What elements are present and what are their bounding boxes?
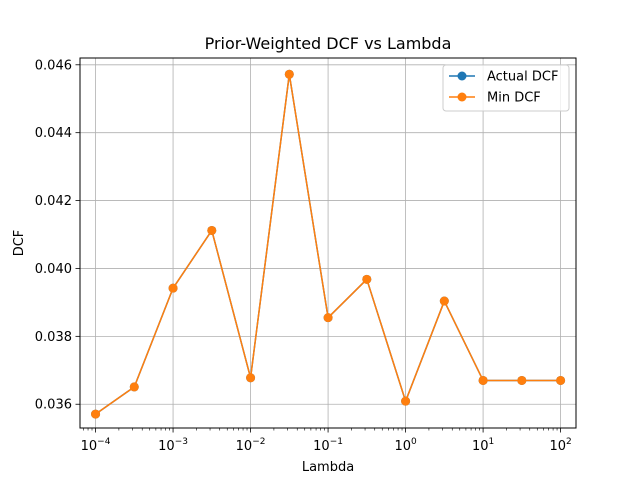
y-tick-label: 0.046 [35,58,72,73]
x-tick-base: 10 [313,439,330,454]
y-tick-label: 0.042 [35,194,72,209]
data-point-min-dcf [246,373,256,383]
series-layer [91,69,566,419]
data-point-min-dcf [207,225,217,235]
x-tick-exponent: 1 [489,437,495,447]
chart-title: Prior-Weighted DCF vs Lambda [205,34,452,53]
legend-marker-actual-dcf [457,71,467,81]
x-tick-exponent: −2 [252,437,265,447]
x-tick-label: 10−1 [313,437,343,454]
y-tick-label: 0.044 [35,126,72,141]
legend-label-actual-dcf: Actual DCF [487,70,558,85]
data-point-min-dcf [362,274,372,284]
y-tick-label: 0.036 [35,398,72,413]
x-tick-base: 10 [236,439,253,454]
y-tick-label: 0.040 [35,262,72,277]
x-tick-base: 10 [81,439,98,454]
x-tick-exponent: −1 [330,437,343,447]
series-min-dcf [91,69,566,419]
y-axis-label: DCF [12,230,27,257]
data-point-min-dcf [323,313,333,323]
legend-item-min-dcf: Min DCF [449,91,541,106]
data-point-min-dcf [129,382,139,392]
data-point-min-dcf [401,396,411,406]
data-point-min-dcf [91,409,101,419]
x-tick-label: 102 [549,437,571,454]
grid-lines [80,58,576,428]
x-tick-exponent: −3 [175,437,188,447]
x-tick-exponent: 0 [411,437,417,447]
x-tick-base: 10 [158,439,175,454]
x-axis: 10−4 10−3 10−2 10−1 100 101 102 [81,428,572,454]
data-point-min-dcf [517,375,527,385]
x-axis-label: Lambda [302,460,354,475]
legend: Actual DCF Min DCF [442,64,570,112]
data-point-min-dcf [284,69,294,79]
x-tick-base: 10 [549,439,566,454]
data-point-min-dcf [556,375,566,385]
data-point-min-dcf [168,283,178,293]
x-tick-exponent: −4 [97,437,111,447]
y-tick-label: 0.038 [35,330,72,345]
x-tick-label: 10−4 [81,437,111,454]
x-tick-base: 10 [472,439,489,454]
x-tick-label: 101 [472,437,494,454]
x-tick-label: 100 [394,437,417,454]
x-tick-base: 10 [394,439,411,454]
y-axis: 0.036 0.038 0.040 0.042 0.044 0.046 [35,58,80,413]
data-point-min-dcf [439,296,449,306]
x-tick-exponent: 2 [566,437,572,447]
legend-marker-min-dcf [457,92,467,102]
legend-item-actual-dcf: Actual DCF [449,70,558,85]
x-tick-label: 10−3 [158,437,188,454]
data-point-min-dcf [478,375,488,385]
legend-label-min-dcf: Min DCF [487,91,541,106]
x-tick-label: 10−2 [236,437,266,454]
